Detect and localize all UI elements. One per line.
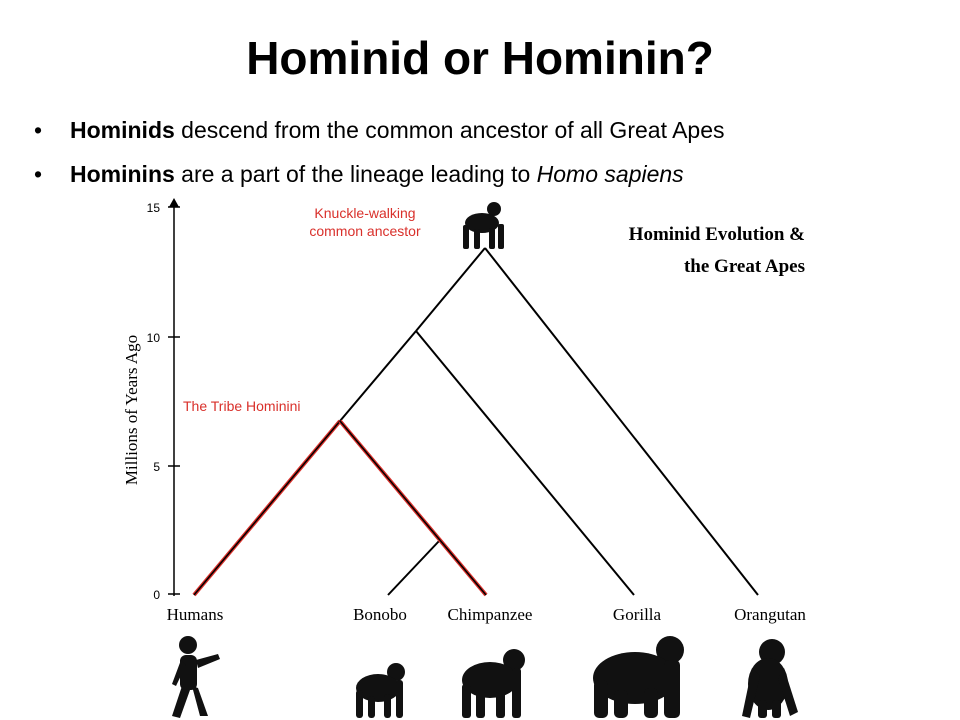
bonobo-silhouette-icon [356,663,405,718]
orangutan-silhouette-icon [742,639,798,718]
diagram-title-line1: Hominid Evolution & [629,224,805,245]
ancestor-label-line1: Knuckle-walking [314,205,415,221]
species-label-humans: Humans [167,605,224,624]
ancestor-label-line2: common ancestor [309,223,421,239]
bullet-text: are a part of the lineage leading to [174,161,537,187]
branch-orangutan [484,247,759,596]
time-axis: 15 10 5 0 Millions of Years Ago [122,198,180,602]
species-label-chimpanzee: Chimpanzee [448,605,533,624]
branch-root-to-gorilla-node [415,247,486,332]
axis-label: Millions of Years Ago [122,335,141,485]
diagram-title-line2: the Great Apes [684,256,805,277]
bullet-list: Hominids descend from the common ancesto… [30,108,725,196]
axis-tick-label: 10 [147,331,161,345]
tribe-label: The Tribe Hominini [183,398,301,414]
branch-gorilla [415,330,635,596]
branch-humans [193,420,341,596]
bullet-term: Hominids [70,117,175,143]
species-label-gorilla: Gorilla [613,605,662,624]
species-label-orangutan: Orangutan [734,605,806,624]
human-silhouette-icon [172,636,220,718]
species-label-bonobo: Bonobo [353,605,407,624]
bullet-italic: Homo sapiens [536,161,684,187]
slide-title: Hominid or Hominin? [246,32,714,84]
hominini-branches [192,419,488,597]
chimpanzee-silhouette-icon [462,649,525,718]
bullet-hominins: Hominins are a part of the lineage leadi… [30,152,725,196]
branch-to-hominini-node [339,330,417,422]
bullet-text: descend from the common ancestor of all … [174,117,725,143]
axis-tick-label: 5 [153,460,160,474]
phylogenetic-tree [339,247,759,596]
branch-chimpanzee [339,420,487,596]
gorilla-silhouette-icon [593,636,684,718]
axis-tick-label: 15 [147,201,161,215]
bullet-term: Hominins [70,161,175,187]
ancestor-ape-silhouette-icon [463,202,504,249]
bullet-hominids: Hominids descend from the common ancesto… [30,108,725,152]
axis-arrow-icon [169,198,179,207]
branch-bonobo [387,539,441,596]
axis-tick-label: 0 [153,588,160,602]
